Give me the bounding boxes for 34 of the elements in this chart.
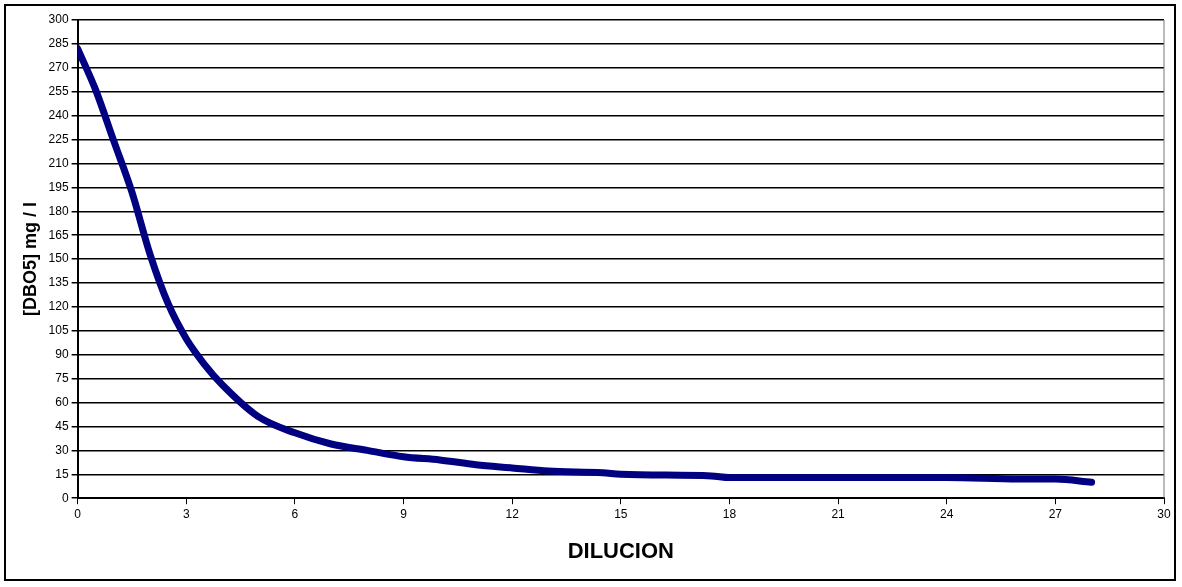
- y-tick-label: 75: [55, 370, 69, 385]
- y-axis-title: [DBO5] mg / l: [19, 202, 40, 317]
- y-tick-label: 255: [48, 84, 69, 99]
- x-tick-label: 0: [74, 506, 82, 521]
- y-tick-label: 15: [55, 466, 69, 481]
- y-tick-label: 240: [48, 107, 69, 122]
- x-tick-label: 21: [831, 506, 846, 521]
- y-tick-label: 165: [48, 227, 69, 242]
- x-tick-label: 15: [614, 506, 628, 521]
- y-tick-label: 0: [61, 490, 69, 505]
- y-tick-label: 300: [48, 12, 69, 27]
- x-tick-label: 9: [400, 506, 408, 521]
- y-tick-label: 120: [48, 299, 69, 314]
- x-tick-label: 24: [940, 506, 954, 521]
- x-tick-label: 30: [1157, 506, 1171, 521]
- x-tick-label: 12: [505, 506, 520, 521]
- x-tick-label: 6: [291, 506, 299, 521]
- y-tick-label: 105: [48, 323, 69, 338]
- y-tick-label: 135: [48, 275, 69, 290]
- y-tick-label: 225: [48, 131, 69, 146]
- y-tick-label: 30: [55, 442, 69, 457]
- y-tick-label: 45: [55, 418, 69, 433]
- y-tick-label: 60: [55, 394, 69, 409]
- x-tick-label: 18: [722, 506, 737, 521]
- y-tick-label: 150: [48, 251, 69, 266]
- x-tick-label: 3: [182, 506, 190, 521]
- y-tick-label: 270: [48, 60, 69, 75]
- y-tick-label: 195: [48, 179, 69, 194]
- y-tick-label: 180: [48, 203, 69, 218]
- x-tick-label: 27: [1048, 506, 1063, 521]
- x-axis-title: DILUCION: [567, 537, 674, 563]
- y-tick-label: 90: [55, 347, 69, 362]
- y-tick-label: 285: [48, 36, 69, 51]
- y-tick-label: 210: [48, 155, 69, 170]
